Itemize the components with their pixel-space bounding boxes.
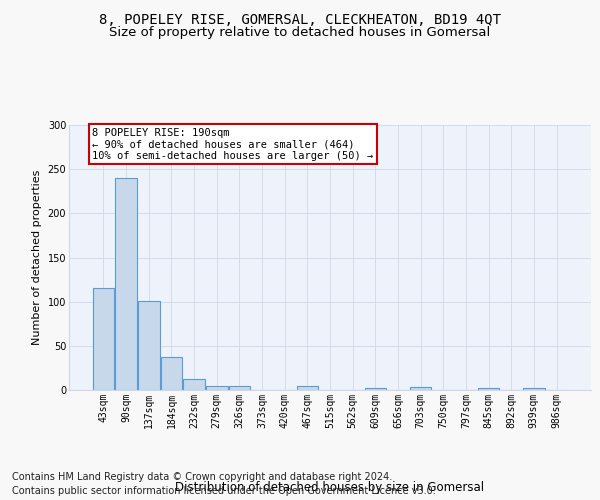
Bar [138, 301, 160, 390]
Text: Contains HM Land Registry data © Crown copyright and database right 2024.: Contains HM Land Registry data © Crown c… [12, 472, 392, 482]
Bar [478, 388, 499, 390]
Text: Size of property relative to detached houses in Gomersal: Size of property relative to detached ho… [109, 26, 491, 39]
Text: 8 POPELEY RISE: 190sqm
← 90% of detached houses are smaller (464)
10% of semi-de: 8 POPELEY RISE: 190sqm ← 90% of detached… [92, 128, 373, 161]
X-axis label: Distribution of detached houses by size in Gomersal: Distribution of detached houses by size … [175, 481, 485, 494]
Bar [206, 386, 227, 390]
Text: Contains public sector information licensed under the Open Government Licence v3: Contains public sector information licen… [12, 486, 436, 496]
Text: 8, POPELEY RISE, GOMERSAL, CLECKHEATON, BD19 4QT: 8, POPELEY RISE, GOMERSAL, CLECKHEATON, … [99, 12, 501, 26]
Bar [296, 386, 318, 390]
Bar [410, 388, 431, 390]
Bar [161, 358, 182, 390]
Bar [184, 378, 205, 390]
Bar [115, 178, 137, 390]
Bar [229, 386, 250, 390]
Bar [365, 388, 386, 390]
Y-axis label: Number of detached properties: Number of detached properties [32, 170, 42, 345]
Bar [523, 388, 545, 390]
Bar [93, 288, 114, 390]
